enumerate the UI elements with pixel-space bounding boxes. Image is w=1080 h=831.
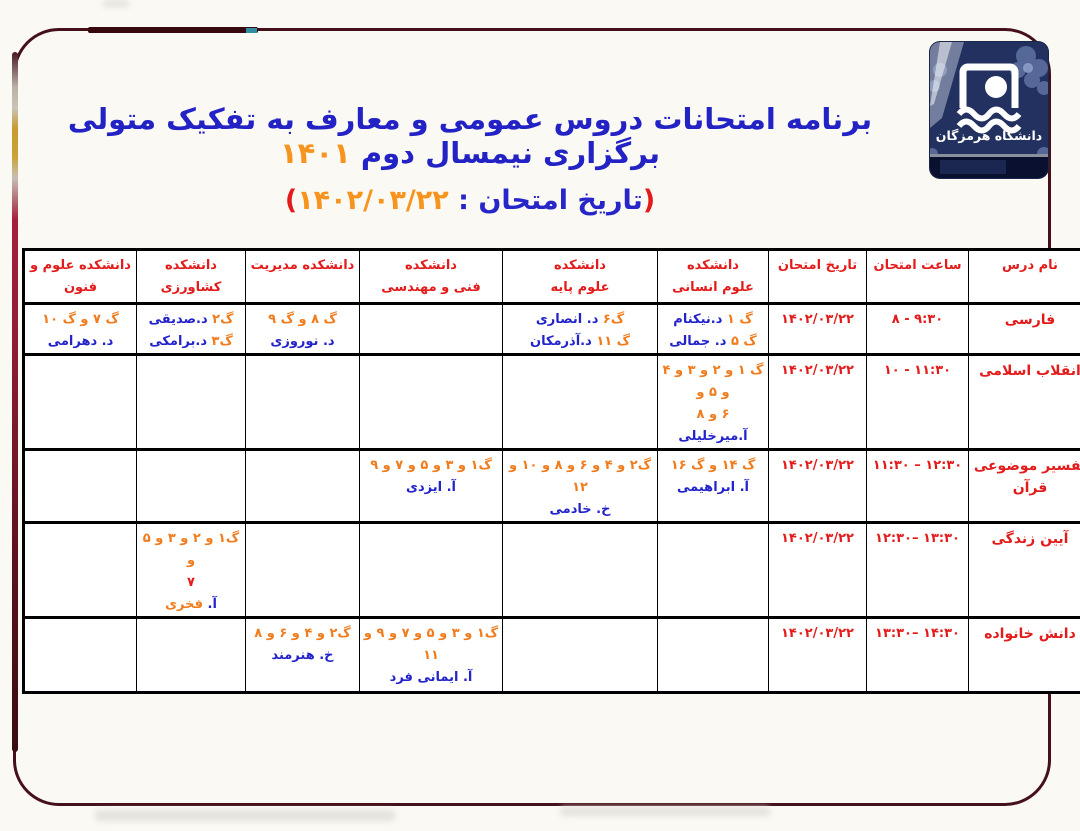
cell-mgmt: گ۲ و ۴ و ۶ و ۸ خ. هنرمند bbox=[245, 617, 360, 694]
cell-mgmt bbox=[245, 522, 360, 619]
cell-agri: گ۱ و ۲ و ۳ و ۵ و ۷ آ. فخری bbox=[136, 522, 246, 619]
open-paren: ( bbox=[642, 185, 656, 216]
table-header-row: نام درس ساعت امتحان تاریخ امتحان دانشکده علو… bbox=[23, 249, 1080, 305]
university-name: دانشگاه هرمزگان bbox=[935, 128, 1043, 143]
cell-date: ۱۴۰۲/۰۳/۲۲ bbox=[768, 354, 867, 451]
cell-eng bbox=[359, 522, 503, 619]
cell-tech bbox=[23, 617, 137, 694]
table-row: دانش خانواده ۱۳:۳۰– ۱۴:۳۰ ۱۴۰۲/۰۳/۲۲ گ۱ و ۳… bbox=[23, 617, 1080, 694]
cell-eng: گ۱ و ۳ و ۵ و ۷ و ۹ آ. ایزدی bbox=[359, 449, 503, 524]
cell-mgmt bbox=[245, 354, 360, 451]
scan-smudge bbox=[95, 810, 395, 821]
col-header-tech: دانشکده علوم و فنون bbox=[23, 249, 137, 305]
cell-name: تفسیر موضوعی قرآن bbox=[968, 449, 1080, 524]
exam-date-value: ۱۴۰۲/۰۳/۲۲ bbox=[297, 185, 449, 216]
cell-tech bbox=[23, 354, 137, 451]
university-emblem-icon bbox=[930, 42, 1048, 178]
col-header-time: ساعت امتحان bbox=[866, 249, 969, 305]
cell-name: انقلاب اسلامی bbox=[968, 354, 1080, 451]
cell-date: ۱۴۰۲/۰۳/۲۲ bbox=[768, 617, 867, 694]
cell-eng bbox=[359, 303, 503, 356]
cell-date: ۱۴۰۲/۰۳/۲۲ bbox=[768, 522, 867, 619]
cell-agri bbox=[136, 449, 246, 524]
col-header-mgmt: دانشکده مدیریت bbox=[245, 249, 360, 305]
cell-time: ۱۱:۳۰ – ۱۲:۳۰ bbox=[866, 449, 969, 524]
col-header-date: تاریخ امتحان bbox=[768, 249, 867, 305]
cell-sci: گ۲ و ۴ و ۶ و ۸ و ۱۰ و ۱۲ خ. خادمی bbox=[502, 449, 658, 524]
col-header-hum: دانشکده علوم انسانی bbox=[657, 249, 769, 305]
cell-time: ۱۳:۳۰– ۱۴:۳۰ bbox=[866, 617, 969, 694]
cell-name: فارسی bbox=[968, 303, 1080, 356]
exam-date-label: تاریخ امتحان : bbox=[448, 185, 643, 216]
cell-agri: گ۲ د.صدیقی گ۳ د.برامکی bbox=[136, 303, 246, 356]
cell-name: دانش خانواده bbox=[968, 617, 1080, 694]
cell-tech: گ ۷ و گ ۱۰ د. دهرامی bbox=[23, 303, 137, 356]
table-row: آیین زندگی ۱۲:۳۰– ۱۳:۳۰ ۱۴۰۲/۰۳/۲۲ گ۱ و ۲ و… bbox=[23, 522, 1080, 619]
cell-sci bbox=[502, 617, 658, 694]
title-line1: برنامه امتحانات دروس عمومی و معارف به تف… bbox=[30, 102, 910, 170]
cell-sci bbox=[502, 522, 658, 619]
title-line2: (تاریخ امتحان : ۱۴۰۲/۰۳/۲۲) bbox=[30, 185, 910, 216]
col-header-sci: دانشکده علوم پایه bbox=[502, 249, 658, 305]
frame-top-thick-segment bbox=[88, 27, 258, 33]
cell-agri bbox=[136, 354, 246, 451]
cell-hum: گ ۱۴ و گ ۱۶ آ. ابراهیمی bbox=[657, 449, 769, 524]
university-logo: دانشگاه هرمزگان bbox=[930, 42, 1048, 178]
col-header-name: نام درس bbox=[968, 249, 1080, 305]
cell-eng bbox=[359, 354, 503, 451]
frame-teal-mark bbox=[246, 28, 257, 33]
cell-eng: گ۱ و ۳ و ۵ و ۷ و ۹ و ۱۱ آ. ایمانی فرد bbox=[359, 617, 503, 694]
cell-mgmt bbox=[245, 449, 360, 524]
scan-smudge bbox=[103, 0, 129, 7]
cell-date: ۱۴۰۲/۰۳/۲۲ bbox=[768, 449, 867, 524]
cell-time: ۱۰ - ۱۱:۳۰ bbox=[866, 354, 969, 451]
cell-time: ۸ - ۹:۳۰ bbox=[866, 303, 969, 356]
scan-smudge bbox=[560, 807, 770, 816]
cell-hum: گ ۱ د.نیکنام گ ۵ د. جمالی bbox=[657, 303, 769, 356]
cell-name: آیین زندگی bbox=[968, 522, 1080, 619]
col-header-agri: دانشکده کشاورزی bbox=[136, 249, 246, 305]
exam-table: نام درس ساعت امتحان تاریخ امتحان دانشکده علو… bbox=[22, 248, 1080, 694]
frame-left-gold-strip bbox=[12, 52, 18, 752]
cell-hum bbox=[657, 617, 769, 694]
table-row: انقلاب اسلامی ۱۰ - ۱۱:۳۰ ۱۴۰۲/۰۳/۲۲ گ ۱ و ۲… bbox=[23, 354, 1080, 451]
table-row: فارسی ۸ - ۹:۳۰ ۱۴۰۲/۰۳/۲۲ گ ۱ د.نیکنام گ ۵ د… bbox=[23, 303, 1080, 356]
col-header-eng: دانشکده فنی و مهندسی bbox=[359, 249, 503, 305]
cell-agri bbox=[136, 617, 246, 694]
close-paren: ) bbox=[284, 185, 298, 216]
cell-date: ۱۴۰۲/۰۳/۲۲ bbox=[768, 303, 867, 356]
document-title: برنامه امتحانات دروس عمومی و معارف به تف… bbox=[30, 102, 910, 216]
cell-tech bbox=[23, 522, 137, 619]
cell-sci: گ۶ د. انصاری گ ۱۱ د.آذرمکان bbox=[502, 303, 658, 356]
title-year: ۱۴۰۱ bbox=[279, 136, 351, 170]
cell-time: ۱۲:۳۰– ۱۳:۳۰ bbox=[866, 522, 969, 619]
table-row: تفسیر موضوعی قرآن ۱۱:۳۰ – ۱۲:۳۰ ۱۴۰۲/۰۳/۲۲ گ… bbox=[23, 449, 1080, 524]
cell-tech bbox=[23, 449, 137, 524]
cell-hum bbox=[657, 522, 769, 619]
cell-sci bbox=[502, 354, 658, 451]
cell-mgmt: گ ۸ و گ ۹ د. نوروزی bbox=[245, 303, 360, 356]
title-text: برنامه امتحانات دروس عمومی و معارف به تف… bbox=[67, 102, 873, 170]
